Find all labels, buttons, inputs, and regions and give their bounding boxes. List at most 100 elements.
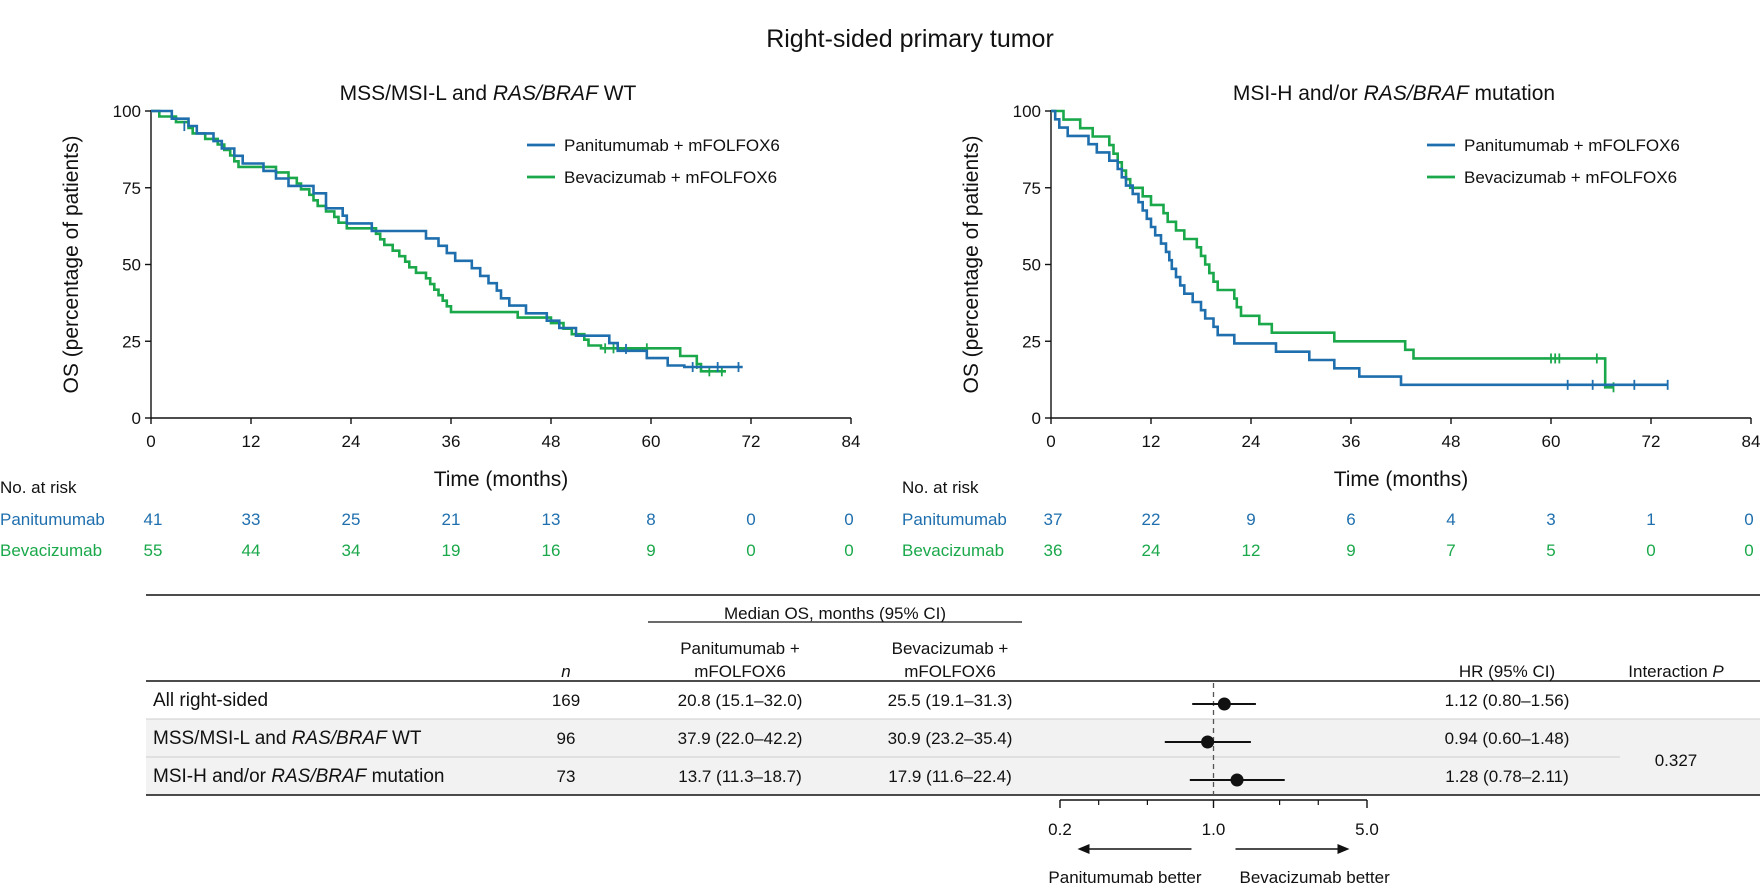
y-tick-label: 50 bbox=[1022, 256, 1041, 275]
risk-value-bevacizumab: 0 bbox=[1646, 541, 1655, 560]
col-header-pan-2: mFOLFOX6 bbox=[694, 662, 786, 681]
risk-value-panitumumab: 1 bbox=[1646, 510, 1655, 529]
risk-value-panitumumab: 4 bbox=[1446, 510, 1455, 529]
interaction-p-value: 0.327 bbox=[1655, 751, 1698, 770]
table-cell-hr: 1.28 (0.78–2.11) bbox=[1445, 767, 1569, 786]
risk-value-panitumumab: 13 bbox=[542, 510, 561, 529]
table-cell-n: 96 bbox=[557, 729, 576, 748]
x-tick-label: 72 bbox=[1642, 432, 1661, 451]
col-header-bev-2: mFOLFOX6 bbox=[904, 662, 996, 681]
risk-value-panitumumab: 8 bbox=[646, 510, 655, 529]
risk-row-label-bevacizumab: Bevacizumab bbox=[0, 541, 102, 560]
x-tick-label: 24 bbox=[342, 432, 361, 451]
risk-value-bevacizumab: 55 bbox=[144, 541, 163, 560]
risk-value-bevacizumab: 12 bbox=[1242, 541, 1261, 560]
legend-label-bevacizumab: Bevacizumab + mFOLFOX6 bbox=[564, 168, 777, 187]
table-cell-n: 169 bbox=[552, 691, 580, 710]
risk-value-panitumumab: 0 bbox=[844, 510, 853, 529]
panel-title-msi: MSI-H and/or RAS/BRAF mutation bbox=[1233, 82, 1555, 105]
km-curve-bevacizumab bbox=[1051, 109, 1614, 389]
figure-title: Right-sided primary tumor bbox=[766, 25, 1054, 53]
hr-table: Median OS, months (95% CI) n Panitumumab… bbox=[146, 594, 1760, 887]
x-tick-label: 24 bbox=[1242, 432, 1261, 451]
y-tick-label: 100 bbox=[1013, 102, 1041, 121]
col-header-pan-1: Panitumumab + bbox=[680, 639, 800, 658]
risk-value-panitumumab: 6 bbox=[1346, 510, 1355, 529]
risk-value-panitumumab: 22 bbox=[1142, 510, 1161, 529]
row-band-2 bbox=[146, 719, 1760, 757]
table-row-label: MSI-H and/or RAS/BRAF mutation bbox=[153, 766, 444, 787]
x-tick-label: 36 bbox=[1342, 432, 1361, 451]
risk-value-bevacizumab: 7 bbox=[1446, 541, 1455, 560]
risk-value-bevacizumab: 0 bbox=[746, 541, 755, 560]
risk-value-bevacizumab: 0 bbox=[844, 541, 853, 560]
risk-row-label-panitumumab: Panitumumab bbox=[0, 510, 105, 529]
col-header-interaction: Interaction P bbox=[1628, 662, 1724, 681]
col-header-hr: HR (95% CI) bbox=[1459, 662, 1555, 681]
x-tick-label: 72 bbox=[742, 432, 761, 451]
y-tick-label: 100 bbox=[113, 102, 141, 121]
forest-point-estimate bbox=[1201, 735, 1215, 749]
left-arrow-label: Panitumumab better bbox=[1048, 868, 1201, 887]
forest-point-estimate bbox=[1230, 773, 1244, 787]
y-axis-label: OS (percentage of patients) bbox=[60, 136, 83, 394]
risk-row-label-panitumumab: Panitumumab bbox=[902, 510, 1007, 529]
table-cell-n: 73 bbox=[557, 767, 576, 786]
risk-value-bevacizumab: 9 bbox=[1346, 541, 1355, 560]
table-cell-hr: 1.12 (0.80–1.56) bbox=[1445, 691, 1570, 710]
y-tick-label: 75 bbox=[122, 179, 141, 198]
risk-value-bevacizumab: 36 bbox=[1044, 541, 1063, 560]
risk-value-bevacizumab: 5 bbox=[1546, 541, 1555, 560]
risk-value-panitumumab: 3 bbox=[1546, 510, 1555, 529]
km-panel-msi: MSI-H and/or RAS/BRAF mutation 025507510… bbox=[902, 82, 1760, 560]
risk-value-bevacizumab: 44 bbox=[242, 541, 261, 560]
x-axis-label: Time (months) bbox=[434, 468, 569, 491]
col-header-n: n bbox=[561, 662, 570, 681]
km-panel-mss: MSS/MSI-L and RAS/BRAF WT 0 25 50 75 100 0 12 2… bbox=[0, 82, 860, 560]
risk-value-bevacizumab: 24 bbox=[1142, 541, 1161, 560]
risk-table-header: No. at risk bbox=[902, 478, 979, 497]
y-tick-label: 50 bbox=[122, 256, 141, 275]
risk-value-panitumumab: 21 bbox=[442, 510, 461, 529]
y-tick-label: 25 bbox=[122, 332, 141, 351]
risk-value-panitumumab: 41 bbox=[144, 510, 163, 529]
forest-point-estimate bbox=[1217, 697, 1231, 711]
risk-value-panitumumab: 37 bbox=[1044, 510, 1063, 529]
x-tick-label: 36 bbox=[442, 432, 461, 451]
x-tick-label: 48 bbox=[542, 432, 561, 451]
risk-value-bevacizumab: 19 bbox=[442, 541, 461, 560]
x-tick-label: 12 bbox=[1142, 432, 1161, 451]
risk-value-bevacizumab: 9 bbox=[646, 541, 655, 560]
legend-label-panitumumab: Panitumumab + mFOLFOX6 bbox=[564, 136, 780, 155]
risk-value-panitumumab: 0 bbox=[746, 510, 755, 529]
x-tick-label: 84 bbox=[1742, 432, 1760, 451]
x-tick-label: 60 bbox=[642, 432, 661, 451]
row-band-3 bbox=[146, 757, 1760, 795]
group-header: Median OS, months (95% CI) bbox=[724, 604, 946, 623]
risk-value-panitumumab: 25 bbox=[342, 510, 361, 529]
x-tick-label: 12 bbox=[242, 432, 261, 451]
col-header-bev-1: Bevacizumab + bbox=[892, 639, 1009, 658]
table-cell-pan-median: 20.8 (15.1–32.0) bbox=[678, 691, 803, 710]
table-row-label: All right-sided bbox=[153, 690, 268, 711]
risk-value-panitumumab: 33 bbox=[242, 510, 261, 529]
risk-value-bevacizumab: 34 bbox=[342, 541, 361, 560]
table-cell-pan-median: 37.9 (22.0–42.2) bbox=[678, 729, 803, 748]
y-axis-label: OS (percentage of patients) bbox=[960, 136, 983, 394]
table-cell-bev-median: 30.9 (23.2–35.4) bbox=[888, 729, 1013, 748]
left-arrowhead-icon bbox=[1077, 844, 1090, 854]
x-axis-label: Time (months) bbox=[1334, 468, 1469, 491]
y-tick-label: 75 bbox=[1022, 179, 1041, 198]
x-tick-label: 0 bbox=[146, 432, 155, 451]
km-curve-panitumumab bbox=[151, 109, 743, 369]
risk-value-bevacizumab: 0 bbox=[1744, 541, 1753, 560]
right-arrowhead-icon bbox=[1337, 844, 1350, 854]
table-cell-pan-median: 13.7 (11.3–18.7) bbox=[678, 767, 802, 786]
table-cell-hr: 0.94 (0.60–1.48) bbox=[1445, 729, 1570, 748]
y-tick-label: 0 bbox=[132, 409, 141, 428]
forest-tick-label: 5.0 bbox=[1355, 820, 1379, 839]
x-tick-label: 60 bbox=[1542, 432, 1561, 451]
right-arrow-label: Bevacizumab better bbox=[1240, 868, 1391, 887]
risk-value-panitumumab: 0 bbox=[1744, 510, 1753, 529]
